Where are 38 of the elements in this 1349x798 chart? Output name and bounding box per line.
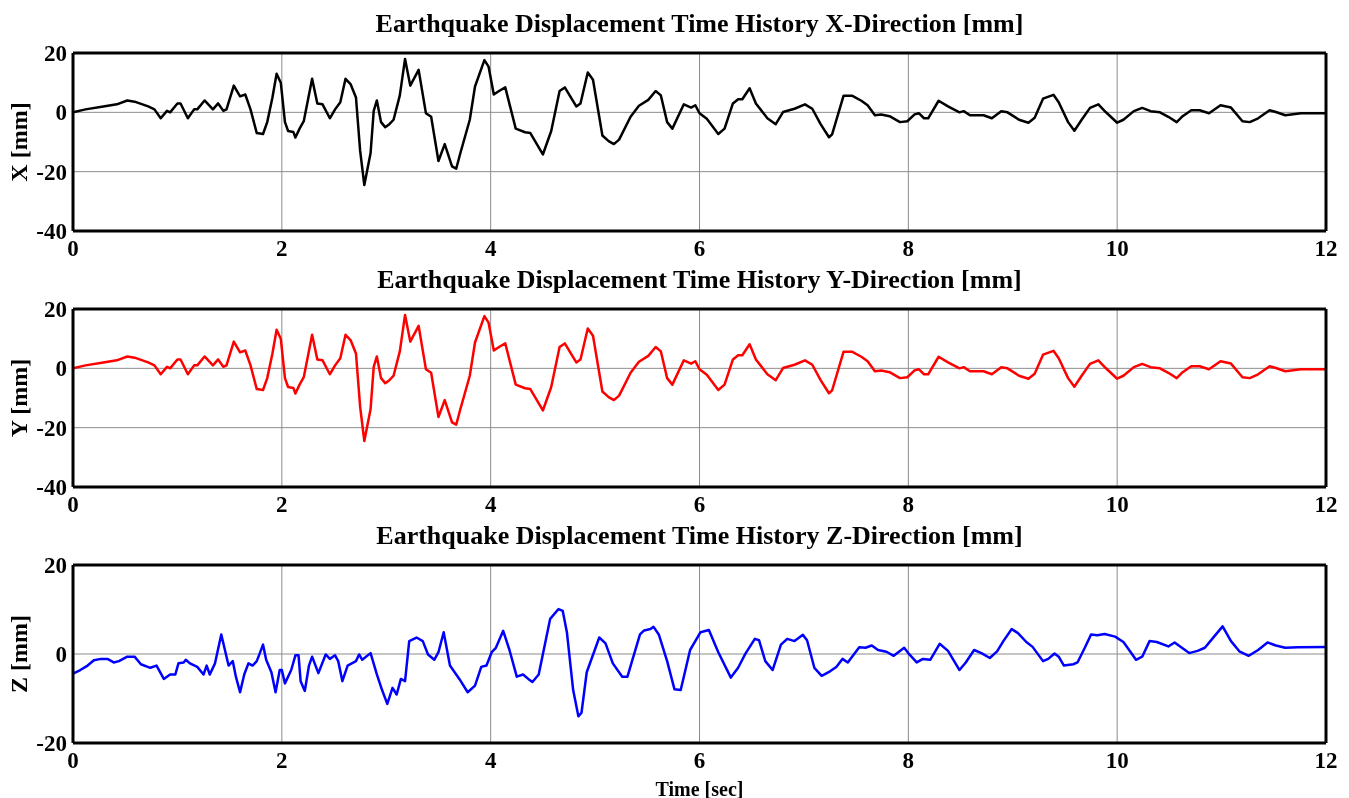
x-tick-label: 10 (1105, 748, 1129, 774)
y-tick-label: -20 (36, 731, 67, 757)
y-tick-label: -40 (36, 475, 67, 501)
x-tick-label: 10 (1105, 236, 1129, 262)
line-series (73, 607, 1326, 718)
x-tick-label: 2 (276, 492, 288, 518)
x-tick-label: 6 (693, 492, 706, 518)
y-axis-title: Y [mm] (5, 358, 32, 438)
y-tick-label: -40 (36, 219, 67, 245)
x-tick-label: 12 (1314, 748, 1338, 774)
y-axis-title: X [mm] (5, 102, 32, 182)
x-tick-label: 6 (693, 748, 706, 774)
x-tick-label: 8 (902, 748, 915, 774)
x-tick-label: 8 (902, 492, 915, 518)
y-tick-label: -20 (36, 415, 67, 441)
x-tick-label: 12 (1314, 492, 1338, 518)
x-tick-label: 4 (484, 236, 497, 262)
y-tick-label: 20 (44, 41, 67, 67)
line-series (73, 313, 1326, 443)
x-tick-label: 2 (276, 748, 288, 774)
x-tick-label: 12 (1314, 236, 1338, 262)
x-tick-label: 4 (484, 492, 497, 518)
y-tick-label: 0 (55, 100, 67, 126)
chart-title: Earthquake Displacement Time History Y-Direction [mm] (376, 265, 1023, 295)
x-tick-label: 10 (1105, 492, 1129, 518)
y-tick-label: 20 (44, 553, 67, 579)
x-tick-label: 4 (484, 748, 497, 774)
chart-title: Earthquake Displacement Time History X-Direction [mm] (374, 9, 1025, 39)
chart-title: Earthquake Displacement Time History Z-Direction [mm] (375, 521, 1024, 551)
y-tick-label: 0 (55, 356, 67, 382)
x-tick-label: 8 (902, 236, 915, 262)
y-tick-label: 20 (44, 297, 67, 323)
y-tick-label: -20 (36, 159, 67, 185)
x-axis-title: Time [sec] (655, 778, 744, 798)
y-axis-title: Z [mm] (5, 615, 32, 693)
y-tick-label: 0 (55, 642, 67, 668)
x-tick-label: 2 (276, 236, 288, 262)
x-tick-label: 6 (693, 236, 706, 262)
